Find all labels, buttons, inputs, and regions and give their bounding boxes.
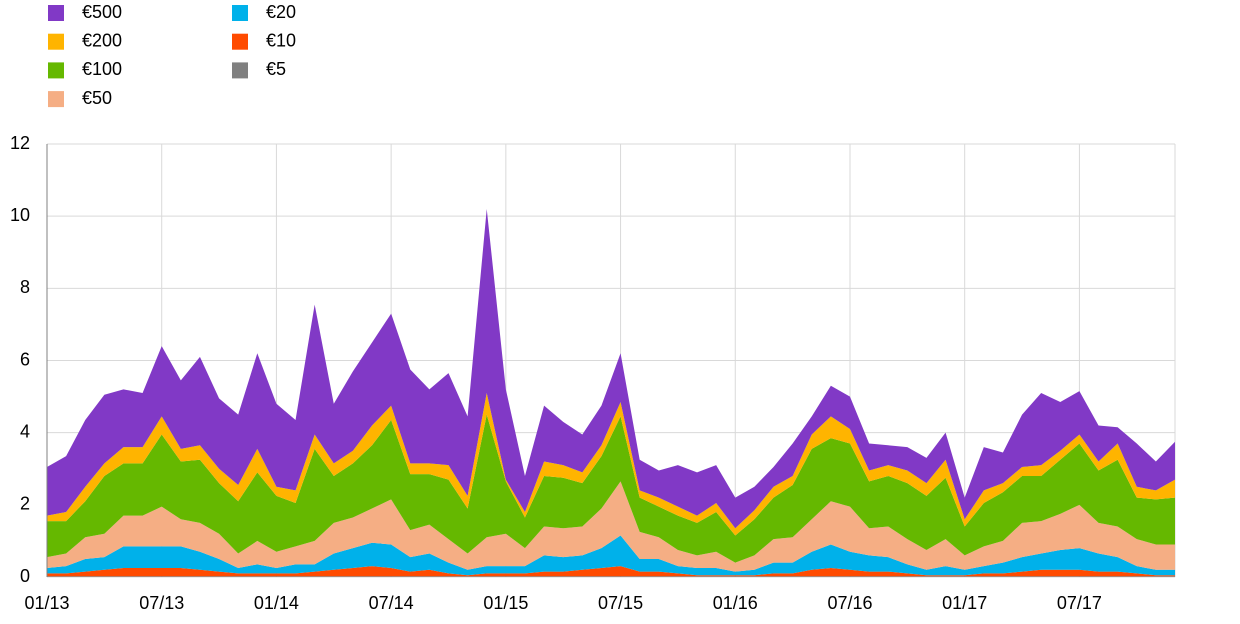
legend-swatch	[48, 91, 64, 108]
x-tick-label: 01/14	[254, 593, 299, 613]
area	[47, 535, 1175, 576]
y-tick-label: 6	[20, 349, 30, 369]
legend-swatch	[48, 33, 64, 50]
legend-swatch	[232, 62, 248, 79]
x-tick-label: 01/17	[942, 593, 987, 613]
y-tick-label: 8	[20, 277, 30, 297]
legend-swatch	[232, 5, 248, 21]
y-tick-label: 4	[20, 421, 30, 441]
x-tick-label: 01/16	[713, 593, 758, 613]
x-tick-label: 01/13	[24, 593, 69, 613]
x-tick-label: 07/14	[369, 593, 414, 613]
area	[47, 576, 1175, 577]
legend-swatch	[48, 5, 64, 21]
legend-swatch	[48, 62, 64, 79]
y-tick-label: 10	[10, 205, 30, 225]
legend-label: €10	[266, 30, 296, 50]
legend-label: €20	[266, 2, 296, 22]
legend-label: €500	[82, 2, 122, 22]
legend-label: €200	[82, 30, 122, 50]
legend-label: €100	[82, 59, 122, 79]
x-tick-label: 01/15	[483, 593, 528, 613]
y-tick-label: 12	[10, 133, 30, 153]
x-tick-label: 07/15	[598, 593, 643, 613]
x-tick-label: 07/16	[827, 593, 872, 613]
area	[47, 414, 1175, 563]
legend-label: €50	[82, 88, 112, 108]
area	[47, 208, 1175, 529]
x-tick-label: 07/13	[139, 593, 184, 613]
y-tick-label: 0	[20, 566, 30, 586]
area	[47, 481, 1175, 572]
area	[47, 566, 1175, 577]
legend-label: €5	[266, 59, 286, 79]
legend-swatch	[232, 33, 248, 50]
y-tick-label: 2	[20, 494, 30, 514]
x-tick-label: 07/17	[1057, 593, 1102, 613]
